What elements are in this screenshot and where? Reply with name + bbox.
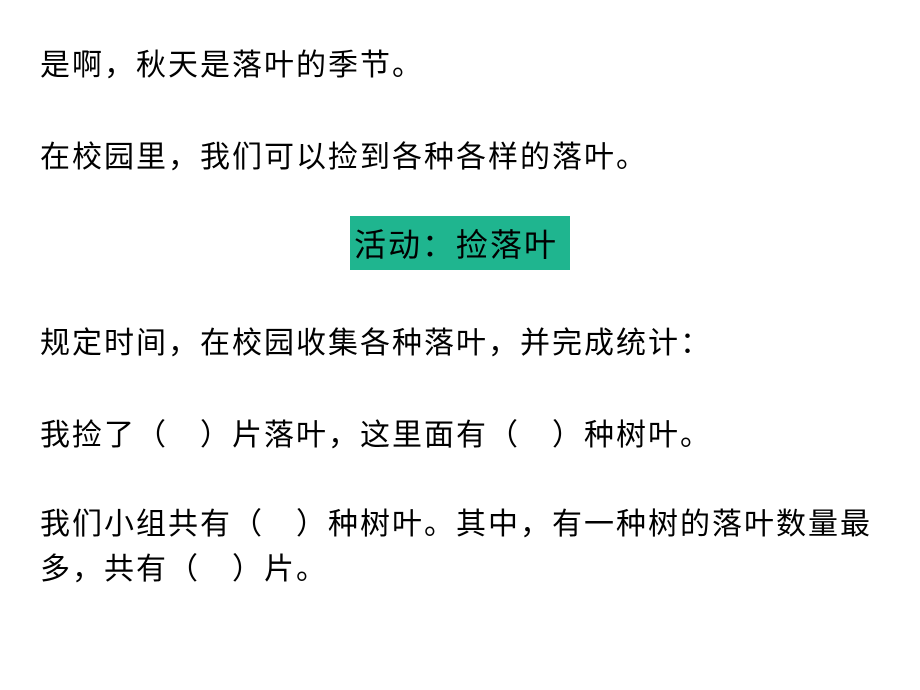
activity-title: 活动：捡落叶 [350, 216, 570, 270]
intro-line-2: 在校园里，我们可以捡到各种各样的落叶。 [40, 132, 880, 176]
fill-blank-line-2: 我们小组共有（ ）种树叶。其中，有一种树的落叶数量最多，共有（ ）片。 [40, 502, 880, 592]
intro-line-1: 是啊，秋天是落叶的季节。 [40, 40, 880, 84]
document-page: 是啊，秋天是落叶的季节。 在校园里，我们可以捡到各种各样的落叶。 活动：捡落叶 … [0, 0, 920, 632]
fill-blank-line-1: 我捡了（ ）片落叶，这里面有（ ）种树叶。 [40, 410, 880, 454]
instruction-line-1: 规定时间，在校园收集各种落叶，并完成统计： [40, 318, 880, 362]
activity-title-container: 活动：捡落叶 [40, 216, 880, 270]
